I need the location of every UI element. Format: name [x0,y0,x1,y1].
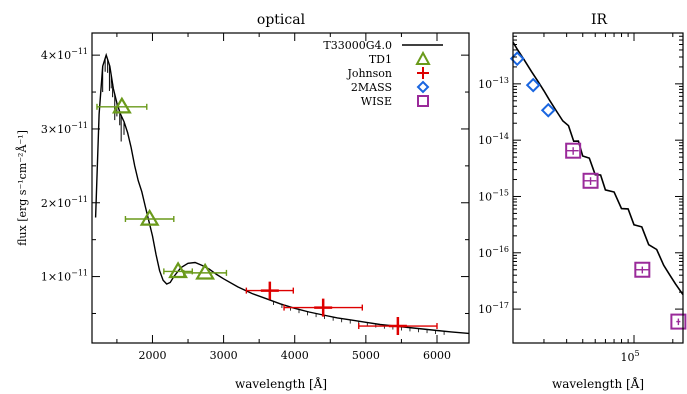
optical-x-tick-label: 6000 [423,349,451,362]
legend-marker [417,95,429,107]
optical-x-tick-label: 5000 [352,349,380,362]
ir-y-tick-label: 10−15 [478,188,509,203]
ir-x-tick-label: 105 [620,349,639,364]
Johnson-point [260,281,279,300]
optical-y-tick-label: 3×10−11 [41,121,88,136]
optical-plot-area [94,52,470,336]
TD1-point [111,96,132,114]
optical-x-tick-label: 4000 [281,349,309,362]
WISE-series [565,142,687,330]
optical-y-tick-label: 4×10−11 [41,47,88,62]
optical-panel: optical 2000 3000 4000 5000 6000 1×10−11 2×10−… [15,12,470,391]
ir-y-tick-label: 10−16 [478,245,509,260]
ir-panel: IR 10−17 10−16 10−15 10−14 10−13 105 waveleng… [478,12,687,391]
TD1-point [168,261,188,279]
legend-label: TD1 [369,53,392,66]
optical-xlabel: wavelength [Å] [235,376,327,391]
optical-y-tick-label: 1×10−11 [41,269,88,284]
legend-marker [417,67,429,79]
legend-label: T33000G4.0 [323,39,392,52]
Johnson-point [388,317,407,336]
TD1-series [96,96,228,280]
2MASS-point [525,77,541,93]
legend-label: 2MASS [351,81,392,94]
2MASS-point [540,102,556,118]
ir-model-line [512,41,684,296]
TD1-point [139,208,160,226]
legend-label: Johnson [346,67,392,80]
ir-ticks: 10−17 10−16 10−15 10−14 10−13 105 [478,32,683,364]
optical-ticks: 2000 3000 4000 5000 6000 1×10−11 2×10−11 3×10−1… [41,33,469,362]
optical-y-tick-label: 2×10−11 [41,195,88,210]
ir-title: IR [591,12,608,28]
2MASS-series [509,51,556,118]
optical-x-tick-label: 2000 [138,349,166,362]
ir-xlabel: wavelength [Å] [552,376,644,391]
optical-x-tick-label: 3000 [210,349,238,362]
optical-ylabel: flux [erg s⁻¹cm⁻²Å⁻¹] [15,130,29,246]
Johnson-series [245,281,438,336]
ir-plot-area [509,41,687,330]
ir-y-tick-label: 10−17 [478,301,509,316]
ir-y-tick-label: 10−14 [478,132,509,147]
Johnson-point [314,298,333,317]
WISE-point [565,142,582,159]
legend-marker [416,80,430,94]
legend-label: WISE [361,95,392,108]
WISE-point [634,261,651,278]
legend-marker [415,50,431,65]
TD1-point [195,262,216,280]
WISE-point [582,172,599,189]
ir-y-tick-label: 10−13 [478,76,509,91]
WISE-point [670,313,687,330]
optical-model-line [94,52,470,335]
optical-axes-frame [91,32,470,344]
ir-axes-frame [512,32,684,344]
optical-title: optical [257,12,306,28]
